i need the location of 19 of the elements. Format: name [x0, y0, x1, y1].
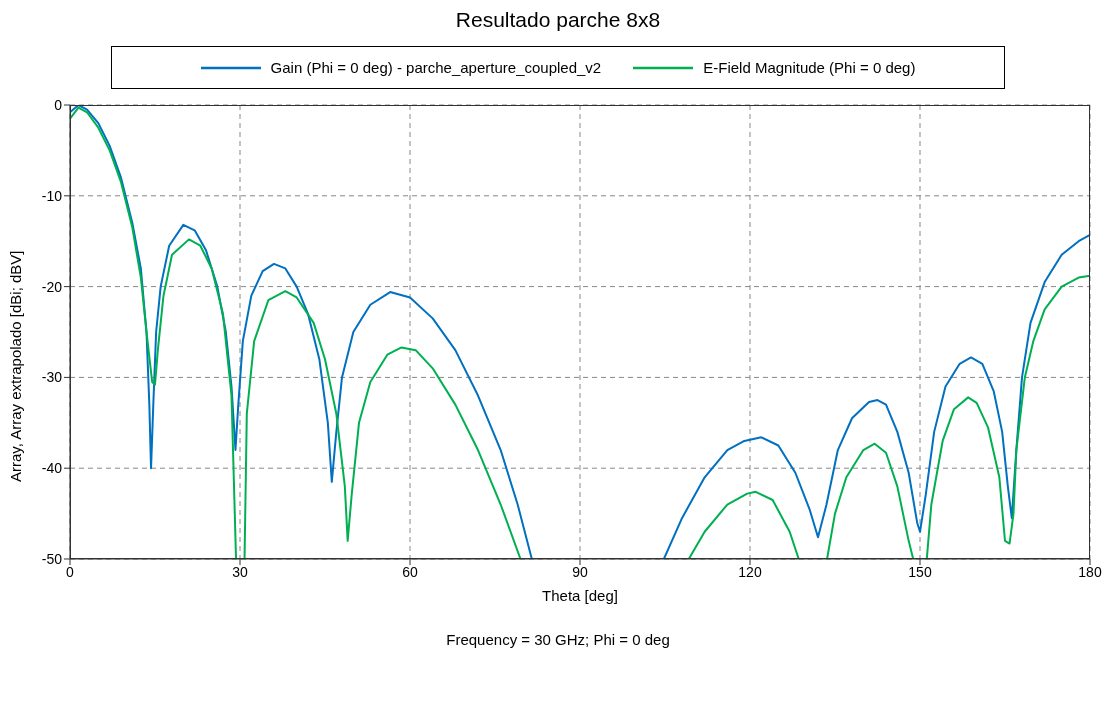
x-tick-label: 30 [232, 563, 248, 580]
x-axis-title: Theta [deg] [542, 587, 618, 604]
x-tick-label: 90 [572, 563, 588, 580]
legend-label: E-Field Magnitude (Phi = 0 deg) [703, 59, 916, 76]
y-tick-label: 0 [54, 96, 63, 113]
y-tick-label: -20 [41, 278, 63, 295]
x-tick-label: 0 [66, 563, 75, 580]
chart-title: Resultado parche 8x8 [454, 8, 662, 32]
x-tick-label: 120 [738, 563, 762, 580]
text: Frequency = 30 GHz; Phi = 0 deg [445, 631, 671, 648]
y-tick-label: -30 [41, 369, 63, 386]
y-tick-label: -40 [41, 460, 63, 477]
y-tick-label: -50 [41, 550, 63, 567]
x-tick-label: 150 [908, 563, 932, 580]
x-tick-label: 60 [402, 563, 418, 580]
y-axis-title: Array, Array extrapolado [dBi; dBV] [7, 250, 25, 482]
x-tick-label: 180 [1078, 563, 1102, 580]
legend-label: Gain (Phi = 0 deg) - parche_aperture_coupled_v2 [270, 59, 602, 76]
y-tick-label: -10 [41, 187, 63, 204]
